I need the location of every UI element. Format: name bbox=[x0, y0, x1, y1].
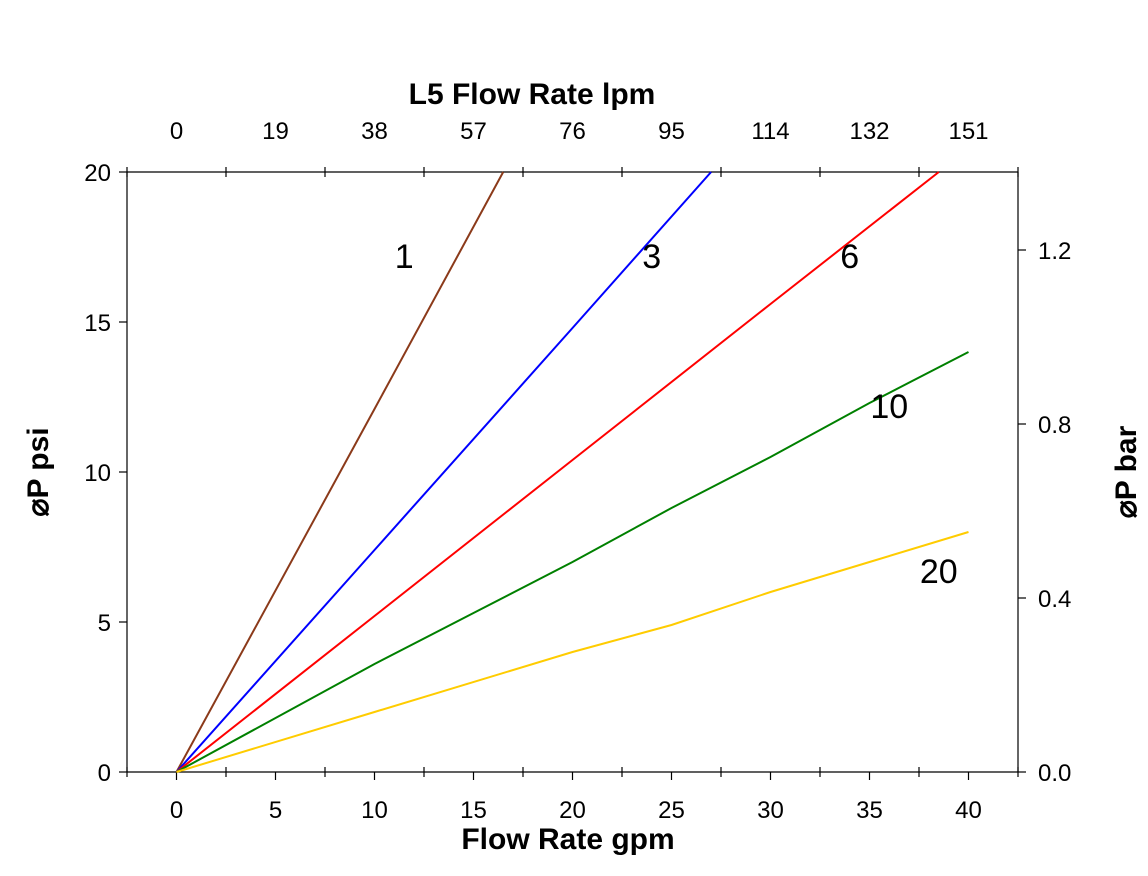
series-lines: 1 3 6 10 20 bbox=[175, 171, 969, 773]
y2-tick-label-0.8: 0.8 bbox=[1038, 412, 1071, 439]
chart-title: L5 Flow Rate lpm bbox=[409, 78, 656, 111]
x-tick-label-35: 35 bbox=[856, 797, 883, 824]
x-tick-label-25: 25 bbox=[658, 797, 685, 824]
y-axis-title: ⌀P psi bbox=[22, 427, 55, 516]
top-tick-label-151: 151 bbox=[948, 118, 988, 145]
series-line-20 bbox=[176, 531, 969, 773]
y2-tick-label-0.4: 0.4 bbox=[1038, 586, 1071, 613]
series-label-1: 1 bbox=[395, 238, 414, 276]
top-tick-label-38: 38 bbox=[361, 118, 388, 145]
y-tick-label-0: 0 bbox=[98, 760, 111, 787]
axis-ticks bbox=[119, 167, 1026, 780]
y-tick-label-10: 10 bbox=[84, 460, 111, 487]
top-tick-label-76: 76 bbox=[559, 118, 586, 145]
top-tick-label-19: 19 bbox=[262, 118, 289, 145]
x-axis-title: Flow Rate gpm bbox=[461, 823, 674, 856]
y-tick-label-20: 20 bbox=[84, 160, 111, 187]
series-label-10: 10 bbox=[870, 388, 908, 426]
series-line-10 bbox=[176, 351, 969, 773]
top-tick-label-95: 95 bbox=[658, 118, 685, 145]
top-tick-label-114: 114 bbox=[751, 118, 789, 145]
x-tick-label-5: 5 bbox=[269, 797, 282, 824]
top-tick-label-132: 132 bbox=[849, 118, 889, 145]
series-line-1 bbox=[175, 171, 505, 773]
series-label-20: 20 bbox=[920, 553, 958, 591]
top-tick-label-0: 0 bbox=[170, 118, 183, 145]
series-line-6 bbox=[175, 171, 940, 773]
y-tick-label-15: 15 bbox=[84, 310, 111, 337]
y2-axis-title: ⌀P bar bbox=[1110, 425, 1143, 518]
series-label-3: 3 bbox=[642, 238, 661, 276]
x-tick-label-40: 40 bbox=[955, 797, 982, 824]
top-tick-label-57: 57 bbox=[460, 118, 487, 145]
series-line-3 bbox=[175, 171, 712, 773]
x-tick-label-10: 10 bbox=[361, 797, 388, 824]
y2-tick-label-0.0: 0.0 bbox=[1038, 760, 1071, 787]
x-tick-label-15: 15 bbox=[460, 797, 487, 824]
tick-labels: 0 5 10 15 20 25 30 35 400 19 38 57 76 95 114 132 1510510… bbox=[84, 118, 1071, 824]
x-tick-label-0: 0 bbox=[170, 797, 183, 824]
y2-tick-label-1.2: 1.2 bbox=[1038, 238, 1071, 265]
x-tick-label-30: 30 bbox=[757, 797, 784, 824]
series-label-6: 6 bbox=[840, 238, 859, 276]
y-tick-label-5: 5 bbox=[98, 610, 111, 637]
x-tick-label-20: 20 bbox=[559, 797, 586, 824]
axis-titles: L5 Flow Rate lpm Flow Rate gpm ⌀P psi ⌀P… bbox=[22, 78, 1143, 856]
